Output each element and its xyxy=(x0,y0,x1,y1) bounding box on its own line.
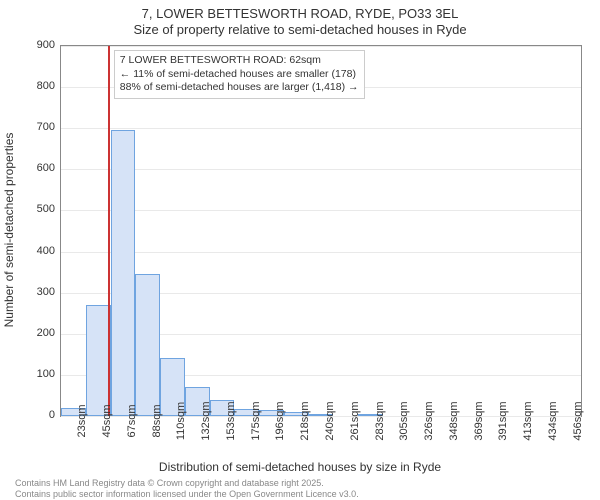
ytick-label: 200 xyxy=(5,327,55,339)
ytick-label: 600 xyxy=(5,162,55,174)
subject-annotation: 7 LOWER BETTESWORTH ROAD: 62sqm← 11% of … xyxy=(114,50,365,99)
xtick-label: 132sqm xyxy=(200,401,212,440)
xtick-label: 23sqm xyxy=(76,404,88,437)
xtick-label: 175sqm xyxy=(250,401,262,440)
chart-container: 7, LOWER BETTESWORTH ROAD, RYDE, PO33 3E… xyxy=(0,0,600,500)
subject-marker-line xyxy=(108,46,110,416)
footer-line2: Contains public sector information licen… xyxy=(15,489,359,500)
ytick-label: 300 xyxy=(5,286,55,298)
xtick-label: 88sqm xyxy=(151,404,163,437)
chart-title-line2: Size of property relative to semi-detach… xyxy=(0,22,600,37)
xtick-label: 283sqm xyxy=(374,401,386,440)
xtick-label: 391sqm xyxy=(497,401,509,440)
histogram-bar xyxy=(86,305,111,416)
ytick-label: 700 xyxy=(5,121,55,133)
ytick-label: 800 xyxy=(5,80,55,92)
xtick-label: 456sqm xyxy=(572,401,584,440)
gridline xyxy=(61,252,581,253)
xtick-label: 240sqm xyxy=(324,401,336,440)
annotation-line: ← 11% of semi-detached houses are smalle… xyxy=(120,68,359,82)
ytick-label: 100 xyxy=(5,368,55,380)
plot-area: 7 LOWER BETTESWORTH ROAD: 62sqm← 11% of … xyxy=(60,45,582,417)
x-axis-label: Distribution of semi-detached houses by … xyxy=(0,460,600,474)
xtick-label: 153sqm xyxy=(225,401,237,440)
xtick-label: 434sqm xyxy=(547,401,559,440)
annotation-line: 7 LOWER BETTESWORTH ROAD: 62sqm xyxy=(120,54,359,68)
gridline xyxy=(61,46,581,47)
xtick-label: 348sqm xyxy=(448,401,460,440)
annotation-line: 88% of semi-detached houses are larger (… xyxy=(120,81,359,95)
xtick-label: 218sqm xyxy=(299,401,311,440)
ytick-label: 500 xyxy=(5,203,55,215)
xtick-label: 326sqm xyxy=(423,401,435,440)
gridline xyxy=(61,128,581,129)
xtick-label: 67sqm xyxy=(126,404,138,437)
xtick-label: 413sqm xyxy=(522,401,534,440)
gridline xyxy=(61,169,581,170)
xtick-label: 305sqm xyxy=(398,401,410,440)
footer-attribution: Contains HM Land Registry data © Crown c… xyxy=(15,478,359,500)
chart-title-line1: 7, LOWER BETTESWORTH ROAD, RYDE, PO33 3E… xyxy=(0,6,600,21)
histogram-bar xyxy=(135,274,160,416)
xtick-label: 261sqm xyxy=(349,401,361,440)
ytick-label: 0 xyxy=(5,409,55,421)
footer-line1: Contains HM Land Registry data © Crown c… xyxy=(15,478,359,489)
gridline xyxy=(61,210,581,211)
xtick-label: 196sqm xyxy=(274,401,286,440)
xtick-label: 45sqm xyxy=(101,404,113,437)
ytick-label: 900 xyxy=(5,39,55,51)
xtick-label: 110sqm xyxy=(175,402,187,440)
ytick-label: 400 xyxy=(5,245,55,257)
xtick-label: 369sqm xyxy=(473,401,485,440)
histogram-bar xyxy=(111,130,136,416)
